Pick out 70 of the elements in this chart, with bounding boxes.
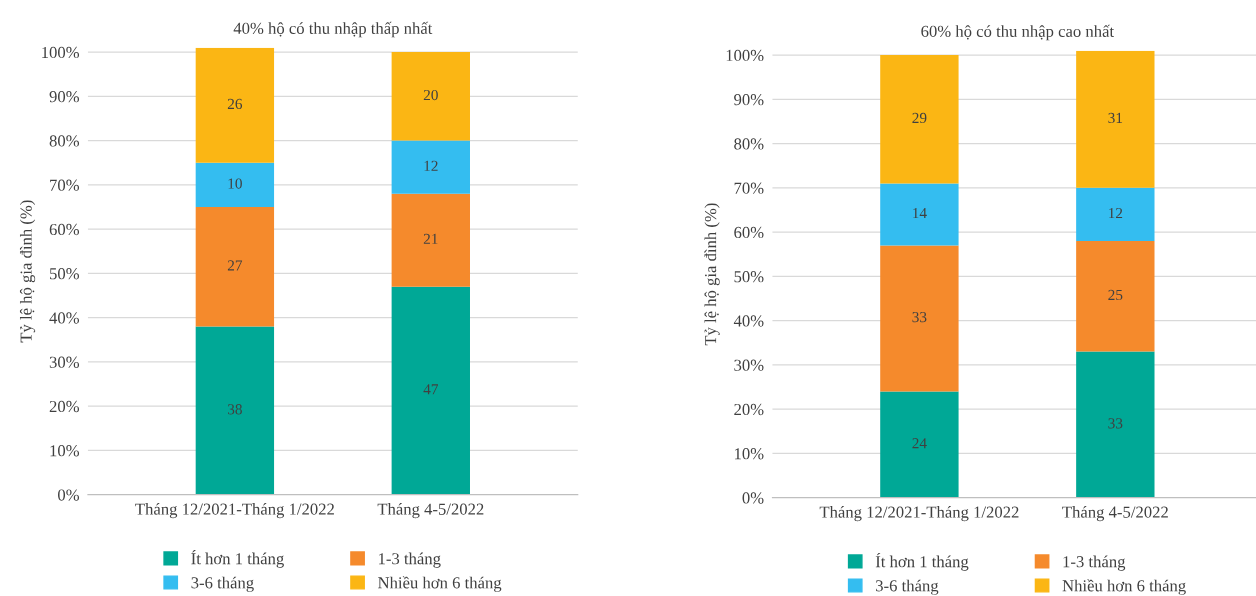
y-axis-title: Tỷ lệ hộ gia đình (%)	[704, 203, 720, 346]
bar	[880, 245, 959, 392]
chart-title: 40% hộ có thu nhập thấp nhất	[233, 21, 433, 38]
y-tick-label: 10%	[735, 448, 764, 460]
y-tick-label: 40%	[49, 312, 80, 324]
legend-label: Nhiều hơn 6 tháng	[1062, 579, 1186, 595]
y-tick-label: 90%	[734, 94, 764, 106]
bar	[880, 391, 959, 498]
y-tick-label: 30%	[49, 356, 80, 368]
legend-label: Ít hơn 1 tháng	[875, 552, 969, 571]
y-tick-label: 0%	[58, 489, 80, 501]
y-tick-label: 50%	[50, 268, 80, 280]
x-tick-label: Tháng 4-5/2022	[1062, 505, 1168, 522]
data-label: 24	[912, 438, 927, 449]
legend-label: 3-6 tháng	[191, 576, 254, 592]
bar	[195, 207, 275, 327]
legend-label: 3-6 tháng	[876, 579, 939, 595]
bar	[880, 55, 959, 184]
y-tick-label: 50%	[734, 271, 764, 283]
data-label: 33	[1108, 418, 1123, 429]
y-tick-label: 60%	[49, 223, 80, 236]
data-label: 12	[1109, 207, 1123, 219]
data-label: 10	[228, 178, 242, 189]
legend-label: 1-3 tháng	[379, 552, 441, 568]
x-tick-label: Tháng 12/2021-Tháng 1/2022	[819, 505, 1019, 522]
data-label: 25	[1108, 289, 1123, 301]
y-tick-label: 10%	[50, 445, 80, 457]
bar	[391, 286, 470, 495]
y-tick-label: 40%	[733, 315, 764, 327]
bar	[1076, 50, 1155, 188]
y-tick-label: 80%	[734, 138, 764, 150]
bar	[391, 140, 470, 194]
data-label: 20	[423, 89, 438, 101]
data-label: 21	[423, 233, 438, 244]
y-tick-label: 70%	[50, 179, 80, 191]
chart-title: 60% hộ có thu nhập cao nhất	[921, 24, 1114, 41]
bar	[391, 193, 470, 287]
legend-label: 1-3 tháng	[1063, 555, 1126, 571]
bar	[195, 326, 275, 495]
x-tick-label: Tháng 12/2021-Tháng 1/2022	[135, 503, 334, 519]
bar	[880, 183, 959, 246]
y-tick-label: 20%	[734, 403, 764, 416]
data-label: 33	[912, 311, 927, 323]
bar	[195, 162, 275, 208]
y-tick-label: 90%	[49, 91, 80, 103]
legend-label: Ít hơn 1 tháng	[191, 549, 284, 568]
bar	[1076, 187, 1155, 241]
y-tick-label: 100%	[42, 46, 80, 59]
data-label: 27	[227, 260, 243, 271]
bar	[1076, 240, 1155, 352]
y-tick-label: 70%	[734, 182, 764, 194]
bar	[1076, 351, 1155, 498]
data-label: 14	[913, 208, 927, 219]
data-label: 47	[423, 384, 439, 395]
data-label: 38	[227, 404, 242, 415]
bar	[391, 52, 470, 141]
y-tick-label: 100%	[726, 49, 764, 62]
y-axis-title: Tỷ lệ hộ gia đình (%)	[19, 200, 36, 343]
y-tick-label: 20%	[49, 400, 80, 413]
y-tick-label: 0%	[742, 492, 764, 504]
y-tick-label: 30%	[734, 359, 764, 371]
data-label: 29	[912, 112, 927, 124]
x-tick-label: Tháng 4-5/2022	[377, 503, 484, 519]
legend-label: Nhiều hơn 6 tháng	[378, 576, 502, 592]
y-tick-label: 60%	[734, 226, 764, 239]
bar	[195, 47, 275, 163]
y-tick-label: 80%	[49, 135, 80, 147]
data-label: 31	[1108, 112, 1123, 124]
data-label: 26	[227, 98, 243, 110]
data-label: 12	[424, 160, 438, 171]
